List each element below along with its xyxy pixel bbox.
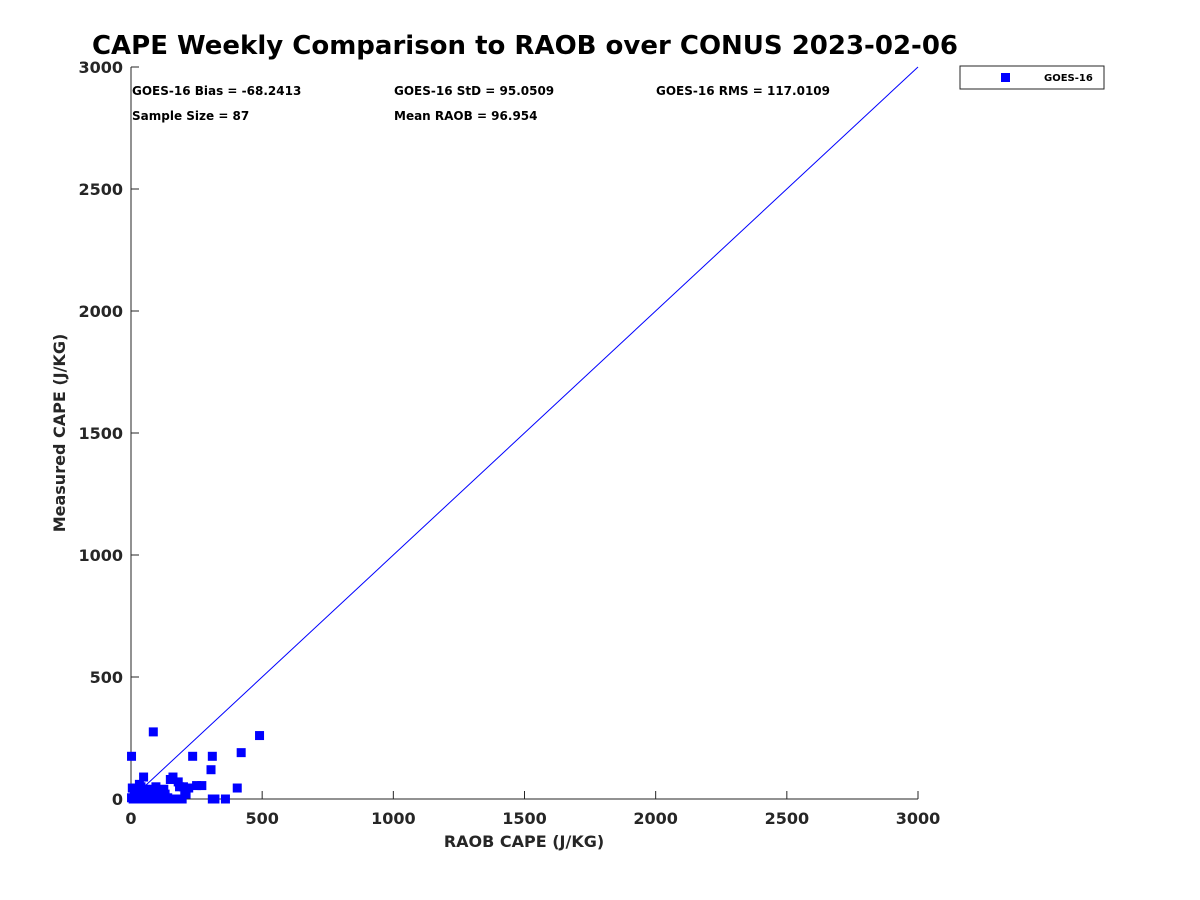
data-point — [148, 790, 158, 800]
data-point — [159, 784, 169, 794]
x-tick-label: 0 — [125, 809, 136, 828]
y-tick-label: 1500 — [78, 424, 123, 443]
x-axis-ticks: 0 500 1000 1500 2000 2500 3000 — [125, 791, 940, 828]
data-point — [197, 781, 207, 791]
y-tick-label: 2000 — [78, 302, 123, 321]
data-point — [169, 794, 179, 804]
y-tick-label: 2500 — [78, 180, 123, 199]
data-point — [154, 785, 164, 795]
data-point — [127, 751, 137, 761]
one-to-one-reference-line — [130, 66, 919, 800]
data-point — [178, 782, 188, 792]
data-point — [139, 784, 149, 794]
stat-bias: GOES-16 Bias = -68.2413 — [132, 84, 301, 98]
legend: GOES-16 — [959, 65, 1105, 90]
y-tick-label: 1000 — [78, 546, 123, 565]
data-point — [192, 781, 202, 791]
data-point — [173, 777, 183, 787]
chart-title: CAPE Weekly Comparison to RAOB over CONU… — [92, 31, 958, 61]
x-tick-label: 500 — [245, 809, 278, 828]
x-tick-label: 2500 — [765, 809, 810, 828]
data-point — [181, 789, 191, 799]
data-point — [236, 748, 246, 758]
data-point — [133, 788, 143, 798]
x-axis-label: RAOB CAPE (J/KG) — [444, 832, 604, 851]
legend-label-goes16: GOES-16 — [1044, 73, 1093, 84]
data-point — [144, 784, 154, 794]
stat-rms: GOES-16 RMS = 117.0109 — [656, 84, 830, 98]
data-point — [148, 727, 158, 737]
y-tick-label: 3000 — [78, 58, 123, 77]
x-tick-label: 3000 — [896, 809, 941, 828]
stats-annotations: GOES-16 Bias = -68.2413 GOES-16 StD = 95… — [132, 84, 830, 123]
y-axis-ticks: 0 500 1000 1500 2000 2500 3000 — [78, 58, 139, 809]
data-point — [168, 772, 178, 782]
data-points — [127, 727, 265, 804]
data-point — [220, 794, 230, 804]
x-tick-label: 1500 — [502, 809, 547, 828]
stat-mean-raob: Mean RAOB = 96.954 — [394, 109, 538, 123]
data-point — [177, 794, 187, 804]
stat-std: GOES-16 StD = 95.0509 — [394, 84, 554, 98]
data-point — [206, 765, 216, 775]
x-tick-label: 2000 — [633, 809, 678, 828]
y-axis-label: Measured CAPE (J/KG) — [50, 334, 69, 533]
y-tick-label: 500 — [90, 668, 123, 687]
data-point — [255, 731, 265, 741]
y-tick-label: 0 — [112, 790, 123, 809]
stat-sample-size: Sample Size = 87 — [132, 109, 249, 123]
data-point — [139, 772, 149, 782]
data-point — [184, 783, 194, 793]
data-point — [232, 783, 242, 793]
x-tick-label: 1000 — [371, 809, 416, 828]
legend-marker-square — [1001, 73, 1010, 82]
data-point — [188, 751, 198, 761]
data-point — [207, 751, 217, 761]
data-point — [210, 794, 220, 804]
legend-box — [959, 65, 1105, 90]
